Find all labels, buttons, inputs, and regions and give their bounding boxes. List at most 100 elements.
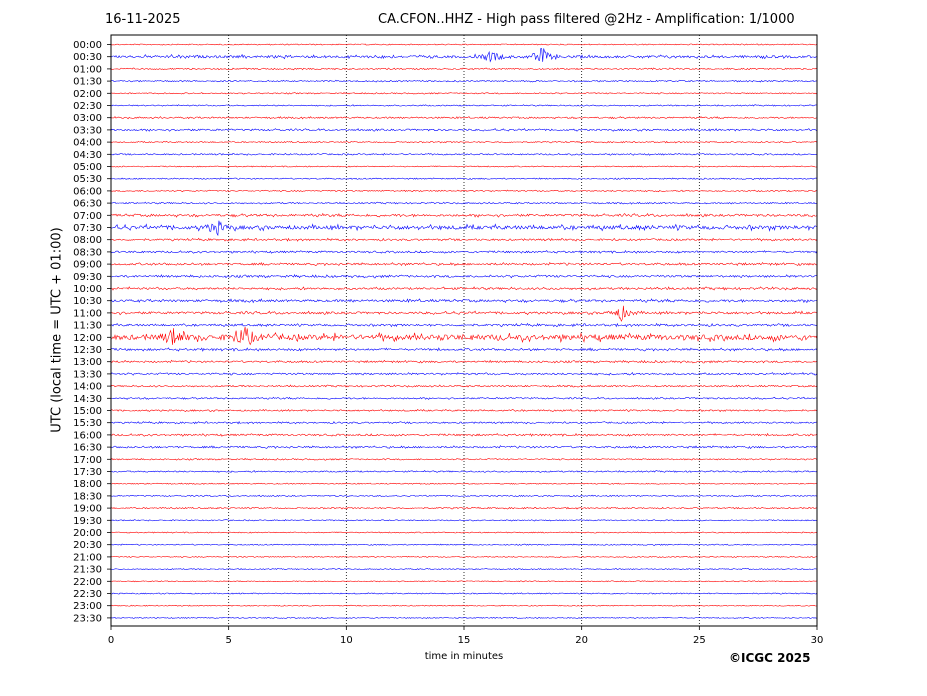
trace-1130 bbox=[110, 322, 818, 328]
copyright-label: ©ICGC 2025 bbox=[729, 651, 811, 665]
y-tick-label: 00:30 bbox=[73, 52, 102, 63]
y-tick-label: 04:30 bbox=[73, 150, 102, 161]
trace-0030 bbox=[110, 48, 818, 63]
trace-0400 bbox=[110, 140, 818, 144]
x-tick-label: 10 bbox=[340, 635, 353, 646]
trace-0830 bbox=[110, 249, 818, 254]
y-tick-label: 07:00 bbox=[73, 211, 102, 222]
plot-frame bbox=[110, 34, 818, 627]
trace-2200 bbox=[110, 580, 818, 583]
y-tick-label: 02:30 bbox=[73, 101, 102, 112]
trace-1430 bbox=[110, 396, 818, 400]
trace-0330 bbox=[110, 128, 818, 132]
trace-2100 bbox=[110, 555, 818, 558]
trace-1100 bbox=[110, 305, 818, 322]
trace-0300 bbox=[110, 116, 818, 120]
y-tick-label: 00:00 bbox=[73, 40, 102, 51]
y-tick-label: 04:00 bbox=[73, 138, 102, 149]
trace-0430 bbox=[110, 152, 818, 156]
x-tick-label: 25 bbox=[693, 635, 706, 646]
y-tick-label: 03:00 bbox=[73, 113, 102, 124]
x-axis-label: time in minutes bbox=[424, 651, 504, 662]
y-tick-label: 13:30 bbox=[73, 369, 102, 380]
trace-0100 bbox=[110, 67, 818, 71]
trace-1400 bbox=[110, 384, 818, 388]
y-tick-label: 09:30 bbox=[73, 272, 102, 283]
y-tick-label: 22:30 bbox=[73, 589, 102, 600]
y-tick-label: 16:30 bbox=[73, 443, 102, 454]
trace-1800 bbox=[110, 482, 817, 485]
x-tick-label: 30 bbox=[811, 635, 824, 646]
trace-2330 bbox=[110, 617, 818, 619]
trace-2230 bbox=[111, 592, 818, 595]
trace-0530 bbox=[110, 177, 818, 180]
y-tick-label: 11:00 bbox=[73, 308, 102, 319]
trace-1500 bbox=[110, 408, 818, 413]
trace-0130 bbox=[110, 79, 818, 83]
y-tick-label: 18:00 bbox=[73, 479, 102, 490]
trace-1930 bbox=[110, 519, 818, 522]
y-tick-label: 20:30 bbox=[73, 540, 102, 551]
trace-0230 bbox=[110, 104, 818, 107]
y-tick-label: 22:00 bbox=[73, 577, 102, 588]
y-tick-label: 16:00 bbox=[73, 430, 102, 441]
y-tick-label: 19:30 bbox=[73, 516, 102, 527]
date-label: 16-11-2025 bbox=[105, 12, 181, 27]
chart-title: CA.CFON..HHZ - High pass filtered @2Hz -… bbox=[378, 12, 795, 27]
trace-0700 bbox=[110, 212, 818, 218]
trace-0630 bbox=[110, 201, 818, 205]
y-tick-label: 06:00 bbox=[73, 186, 102, 197]
x-tick-label: 0 bbox=[108, 635, 114, 646]
trace-0730 bbox=[110, 220, 818, 237]
trace-1730 bbox=[110, 470, 818, 473]
y-tick-label: 08:30 bbox=[73, 247, 102, 258]
trace-2000 bbox=[111, 531, 818, 534]
y-tick-label: 14:30 bbox=[73, 394, 102, 405]
trace-1700 bbox=[110, 457, 818, 461]
y-tick-label: 14:00 bbox=[73, 382, 102, 393]
trace-0500 bbox=[110, 165, 818, 168]
y-tick-label: 21:30 bbox=[73, 565, 102, 576]
y-tick-label: 19:00 bbox=[73, 504, 102, 515]
y-tick-label: 13:00 bbox=[73, 357, 102, 368]
y-tick-label: 03:30 bbox=[73, 125, 102, 136]
trace-1600 bbox=[110, 432, 818, 437]
trace-0900 bbox=[110, 261, 817, 267]
y-tick-label: 11:30 bbox=[73, 321, 102, 332]
trace-1900 bbox=[110, 506, 818, 510]
y-tick-label: 17:30 bbox=[73, 467, 102, 478]
trace-1830 bbox=[110, 494, 818, 497]
trace-1030 bbox=[110, 298, 818, 304]
trace-1000 bbox=[110, 286, 818, 291]
trace-1630 bbox=[110, 445, 818, 449]
y-tick-label: 09:00 bbox=[73, 260, 102, 271]
x-tick-label: 5 bbox=[225, 635, 231, 646]
y-tick-label: 20:00 bbox=[73, 528, 102, 539]
y-tick-label: 23:30 bbox=[73, 613, 102, 624]
y-tick-label: 05:30 bbox=[73, 174, 102, 185]
trace-1300 bbox=[110, 359, 818, 364]
trace-0800 bbox=[110, 237, 818, 242]
trace-0000 bbox=[110, 43, 818, 46]
y-tick-label: 21:00 bbox=[73, 552, 102, 563]
trace-2130 bbox=[110, 568, 817, 571]
y-tick-label: 10:30 bbox=[73, 296, 102, 307]
y-tick-label: 01:00 bbox=[73, 64, 102, 75]
y-tick-label: 01:30 bbox=[73, 77, 102, 88]
trace-0930 bbox=[110, 273, 818, 279]
y-tick-label: 05:00 bbox=[73, 162, 102, 173]
y-tick-label: 07:30 bbox=[73, 223, 102, 234]
y-tick-label: 12:30 bbox=[73, 345, 102, 356]
trace-1530 bbox=[111, 421, 818, 425]
trace-1200 bbox=[110, 326, 818, 346]
y-tick-label: 06:30 bbox=[73, 199, 102, 210]
y-tick-label: 08:00 bbox=[73, 235, 102, 246]
trace-1230 bbox=[111, 347, 818, 352]
y-tick-label: 12:00 bbox=[73, 333, 102, 344]
x-tick-label: 15 bbox=[458, 635, 471, 646]
y-tick-label: 10:00 bbox=[73, 284, 102, 295]
y-tick-label: 02:00 bbox=[73, 89, 102, 100]
trace-2300 bbox=[110, 604, 818, 607]
trace-0600 bbox=[110, 189, 818, 193]
